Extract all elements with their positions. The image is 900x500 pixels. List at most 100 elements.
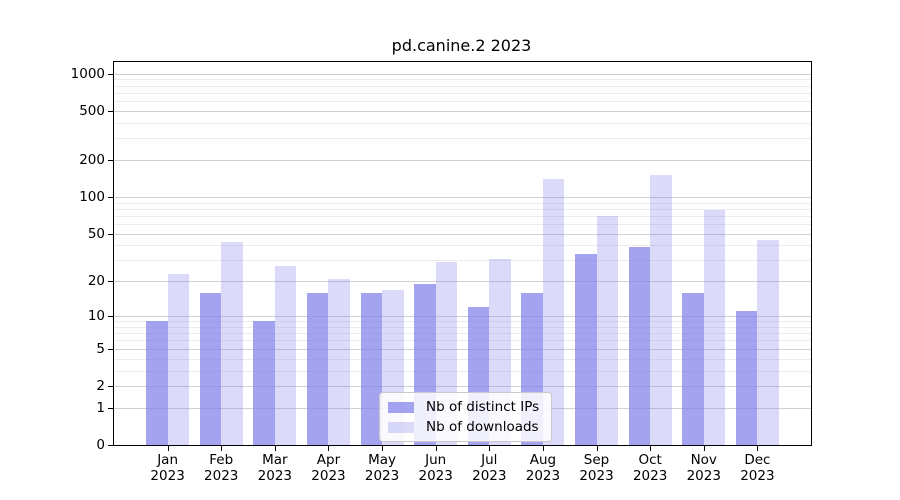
minor-gridline [114, 101, 811, 103]
y-tick-mark [108, 348, 113, 350]
x-tick-mark [274, 446, 276, 451]
bar-ips-nov [682, 292, 704, 445]
y-tick-label: 100 [79, 188, 105, 205]
bar-ips-oct [628, 246, 651, 445]
bar-ips-apr [307, 292, 329, 445]
minor-gridline [114, 260, 811, 262]
x-tick-label: Nov 2023 [686, 452, 721, 484]
major-gridline [114, 348, 811, 350]
x-tick-mark [167, 446, 169, 451]
y-tick-mark [108, 407, 113, 409]
bar-ips-feb [199, 292, 222, 445]
y-tick-mark [108, 316, 113, 318]
bar-ips-sep [575, 253, 597, 445]
x-tick-mark [757, 446, 759, 451]
x-tick-mark [382, 446, 384, 451]
minor-gridline [114, 326, 811, 328]
y-tick-label: 1 [96, 399, 105, 416]
x-tick-label: Feb 2023 [204, 452, 239, 484]
bar-downloads-feb [221, 241, 243, 445]
minor-gridline [114, 321, 811, 323]
y-tick-mark [108, 196, 113, 198]
bar-downloads-jan [167, 274, 190, 445]
major-gridline [114, 316, 811, 318]
x-tick-mark [650, 446, 652, 451]
minor-gridline [114, 245, 811, 247]
x-tick-label: Apr 2023 [311, 452, 346, 484]
y-tick-label: 1000 [70, 65, 105, 82]
bar-ips-mar [253, 321, 275, 445]
x-tick-mark [435, 446, 437, 451]
y-tick-label: 10 [87, 308, 105, 325]
y-tick-mark [108, 110, 113, 112]
x-tick-mark [328, 446, 330, 451]
minor-gridline [114, 358, 811, 360]
bar-ips-dec [735, 311, 758, 445]
x-tick-mark [489, 446, 491, 451]
y-tick-label: 2 [96, 377, 105, 394]
y-tick-mark [108, 281, 113, 283]
y-tick-label: 200 [79, 151, 105, 168]
major-gridline [114, 110, 811, 112]
major-gridline [114, 281, 811, 283]
minor-gridline [114, 333, 811, 335]
x-tick-label: Oct 2023 [632, 452, 668, 484]
minor-gridline [114, 208, 811, 210]
bar-ips-jan [146, 321, 168, 445]
y-tick-mark [108, 73, 113, 75]
legend-label-downloads: Nb of downloads [426, 419, 539, 435]
legend-label-distinct-ips: Nb of distinct IPs [426, 399, 540, 415]
y-tick-label: 0 [96, 437, 105, 453]
legend-swatch-distinct-ips [388, 401, 414, 413]
legend-row-downloads: Nb of downloads [388, 419, 539, 435]
x-tick-label: Jun 2023 [418, 452, 453, 484]
x-tick-label: Jul 2023 [472, 452, 507, 484]
minor-gridline [114, 79, 811, 81]
minor-gridline [114, 92, 811, 94]
major-gridline [114, 73, 811, 75]
minor-gridline [114, 224, 811, 226]
x-tick-mark [221, 446, 223, 451]
x-tick-mark [703, 446, 705, 451]
bar-downloads-mar [274, 265, 297, 445]
minor-gridline [114, 122, 811, 124]
x-tick-label: Mar 2023 [257, 452, 293, 484]
minor-gridline [114, 85, 811, 87]
bar-downloads-sep [596, 215, 618, 445]
chart-title: pd.canine.2 2023 [391, 36, 532, 55]
y-tick-mark [108, 385, 113, 387]
legend: Nb of distinct IPs Nb of downloads [379, 392, 553, 442]
legend-swatch-downloads [388, 421, 414, 433]
major-gridline [114, 159, 811, 161]
y-tick-mark [108, 233, 113, 235]
minor-gridline [114, 202, 811, 204]
minor-gridline [114, 370, 811, 372]
x-tick-label: Sep 2023 [579, 452, 614, 484]
bar-downloads-apr [328, 278, 350, 445]
y-tick-mark [108, 159, 113, 161]
y-tick-label: 5 [96, 340, 105, 357]
x-tick-label: May 2023 [364, 452, 400, 484]
x-tick-label: Aug 2023 [525, 452, 561, 484]
x-tick-label: Dec 2023 [740, 452, 775, 484]
plot-area: 0 1 2 5 10 20 50 100 200 500 1000 Jan 2023 Feb 2023… [71, 61, 812, 484]
bar-ips-may [360, 292, 383, 445]
major-gridline [114, 385, 811, 387]
minor-gridline [114, 138, 811, 140]
y-tick-label: 20 [87, 273, 105, 290]
major-gridline [114, 196, 811, 198]
y-tick-mark [108, 445, 113, 446]
minor-gridline [114, 340, 811, 342]
y-tick-label: 50 [87, 225, 105, 242]
x-tick-mark [596, 446, 598, 451]
x-tick-mark [542, 446, 544, 451]
major-gridline [114, 233, 811, 235]
bar-downloads-dec [757, 240, 779, 445]
bar-downloads-nov [703, 210, 726, 445]
y-tick-label: 500 [79, 102, 105, 119]
x-tick-label: Jan 2023 [150, 452, 185, 484]
legend-row-distinct-ips: Nb of distinct IPs [388, 399, 539, 415]
bar-downloads-aug [542, 179, 565, 445]
minor-gridline [114, 215, 811, 217]
